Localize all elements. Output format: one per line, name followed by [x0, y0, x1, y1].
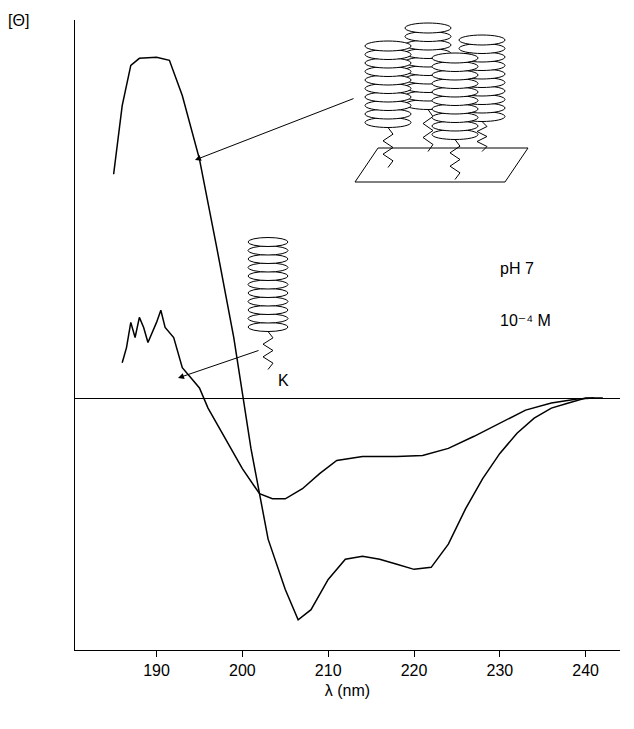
- svg-text:pH 7: pH 7: [500, 260, 534, 277]
- svg-text:190: 190: [143, 662, 170, 679]
- svg-text:K: K: [278, 372, 289, 389]
- svg-text:[Θ]: [Θ]: [8, 12, 29, 29]
- svg-text:λ (nm): λ (nm): [325, 682, 370, 699]
- svg-text:210: 210: [315, 662, 342, 679]
- svg-text:230: 230: [486, 662, 513, 679]
- svg-text:240: 240: [572, 662, 599, 679]
- svg-text:200: 200: [229, 662, 256, 679]
- svg-text:220: 220: [401, 662, 428, 679]
- svg-text:10⁻⁴ M: 10⁻⁴ M: [500, 312, 551, 329]
